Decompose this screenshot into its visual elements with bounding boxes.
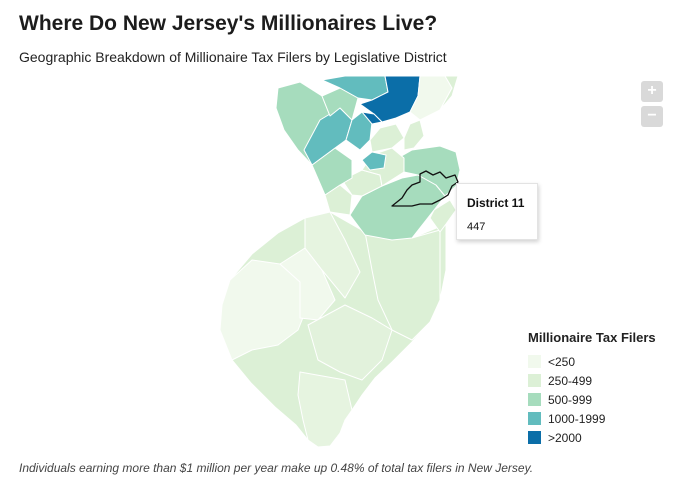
tooltip-title: District 11 [467,196,525,210]
legend-label: 250-499 [548,373,593,388]
legend-item: <250 [528,352,656,371]
footnote: Individuals earning more than $1 million… [19,461,534,475]
district-region-bergen-dark-2[interactable] [361,111,383,125]
district-region-mercer[interactable] [324,184,353,216]
legend-swatch [528,374,541,387]
legend-label: >2000 [548,430,582,445]
district-region-ocean[interactable] [364,229,441,341]
legend-title: Millionaire Tax Filers [528,330,656,345]
tooltip-value: 447 [467,221,486,233]
district-region-burlington[interactable] [304,211,361,299]
district-region-monmouth-coast[interactable] [429,199,457,233]
legend-swatch [528,431,541,444]
page-title: Where Do New Jersey's Millionaires Live? [19,12,438,35]
map-legend: Millionaire Tax Filers <250 250-499 500-… [528,330,656,447]
district-region-hudson[interactable] [403,119,425,151]
legend-swatch [528,412,541,425]
legend-label: 1000-1999 [548,411,606,426]
legend-swatch [528,393,541,406]
district-region-atlantic[interactable] [307,304,393,381]
zoom-in-button[interactable]: + [641,81,663,102]
district-11-outline[interactable] [391,170,459,207]
district-region-northeast-tip[interactable] [439,75,459,111]
district-region-cape[interactable] [297,371,353,448]
district-region-union-100[interactable] [361,151,387,171]
district-region-essex-mid[interactable] [369,123,405,153]
legend-item: 1000-1999 [528,409,656,428]
legend-item: >2000 [528,428,656,447]
legend-swatch [528,355,541,368]
zoom-out-button[interactable]: − [641,106,663,127]
page-subtitle: Geographic Breakdown of Millionaire Tax … [19,49,447,65]
district-tooltip: District 11 447 [456,183,538,240]
legend-label: <250 [548,354,576,369]
legend-item: 250-499 [528,371,656,390]
legend-item: 500-999 [528,390,656,409]
legend-label: 500-999 [548,392,593,407]
